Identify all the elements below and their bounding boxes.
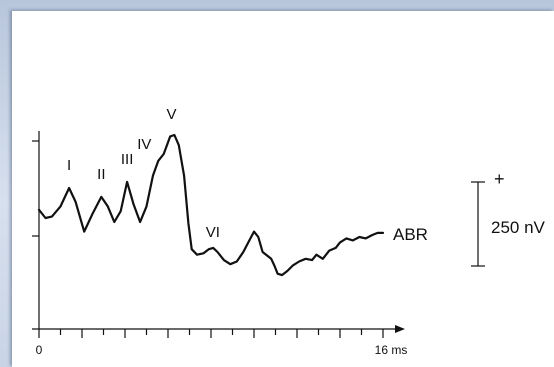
x-axis-tick-labels: 0 16 ms — [36, 343, 408, 357]
peak-label-v: V — [166, 106, 176, 123]
peak-label-i: I — [67, 157, 71, 174]
scale-bar: +250 nV — [471, 169, 546, 267]
x-axis-arrow — [395, 325, 405, 333]
scale-bar-label: 250 nV — [491, 218, 546, 237]
abr-waveform — [37, 133, 385, 277]
peak-label-iv: IV — [137, 136, 151, 153]
x-axis-tick-label: 16 ms — [375, 343, 408, 357]
x-axis-ticks — [38, 329, 384, 338]
series-label-abr: ABR — [393, 225, 428, 244]
peak-label-ii: II — [97, 166, 105, 183]
figure-panel: 0 16 ms I II III IV V VI ABR +250 nV — [12, 11, 554, 367]
x-axis-tick-label: 0 — [36, 343, 43, 357]
peak-label-iii: III — [121, 151, 134, 168]
scale-bar-sign: + — [494, 169, 505, 189]
peak-label-vi: VI — [206, 224, 220, 241]
axes — [32, 131, 405, 333]
